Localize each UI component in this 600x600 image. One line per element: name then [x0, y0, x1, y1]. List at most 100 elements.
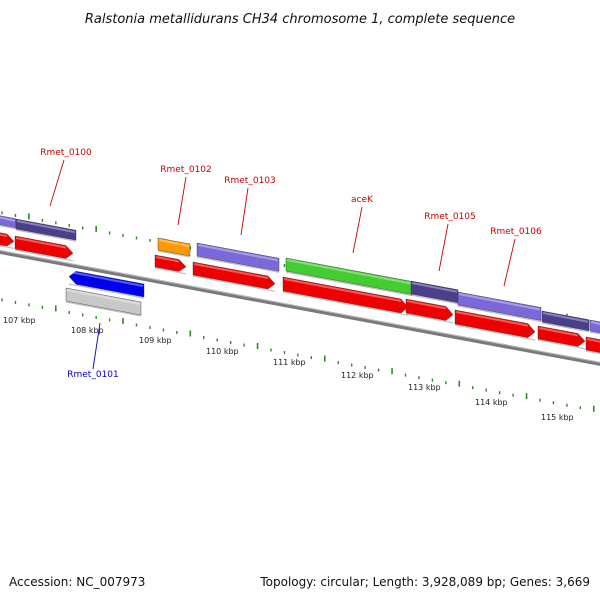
feature-red-4-shadow [192, 275, 276, 292]
feature-red-edge[interactable] [585, 336, 600, 355]
feature-rmet-0102[interactable] [157, 237, 191, 258]
feature-red-8[interactable] [537, 325, 586, 350]
track-line [0, 249, 600, 366]
feature-rmet-0101-body [68, 271, 145, 298]
scale-label: 107 kbp [3, 316, 36, 325]
scale-label: 109 kbp [139, 336, 172, 345]
feature-rmet-0100-sheen [16, 220, 76, 234]
gene-label-rmet-0102[interactable]: Rmet_0102 [160, 165, 212, 175]
feature-rmet-0105-upper-sheen [411, 282, 458, 293]
feature-forward-edge-shadow [589, 331, 600, 335]
feature-red-6-shadow [405, 313, 454, 324]
feature-red-2[interactable] [14, 235, 74, 262]
feature-rmet-0103-shadow [196, 256, 280, 273]
feature-red-7-body [454, 309, 536, 338]
feature-dark-small[interactable] [541, 310, 590, 333]
gene-label-rmet-0103[interactable]: Rmet_0103 [224, 176, 276, 186]
feature-red-4-body [192, 261, 276, 290]
feature-forward-edge-body [589, 319, 600, 334]
feature-rmet-0102-sheen [158, 239, 190, 247]
feature-red-6-body [405, 298, 454, 321]
feature-forward[interactable] [0, 215, 17, 230]
feature-red-edge-sheen [586, 338, 600, 343]
feature-red-7[interactable] [454, 309, 536, 341]
gene-label-rmet-0106[interactable]: Rmet_0106 [490, 227, 542, 237]
gene-label-rmet-0101[interactable]: Rmet_0101 [67, 370, 119, 380]
feature-red-6[interactable] [405, 298, 454, 324]
feature-rmet-0103-body [196, 242, 280, 272]
gene-labels: Rmet_0100 Rmet_0102 Rmet_0103 aceK Rmet_0105… [40, 148, 542, 380]
feature-red-2-body [14, 235, 74, 259]
gene-label-rmet-0102-leader [177, 176, 187, 226]
feature-red-4-sheen [193, 263, 269, 279]
feature-rmet-0105-upper-shadow [410, 294, 459, 305]
feature-red-edge-shadow [585, 350, 600, 355]
scale-labels: 107 kbp 108 kbp 109 kbp 110 kbp 111 kbp 112 k… [3, 316, 574, 422]
feature-forward-shadow [0, 225, 17, 230]
scale-label: 108 kbp [71, 326, 104, 335]
accession-text: Accession: NC_007973 [9, 575, 145, 589]
feature-rmet-0101-shadow [68, 283, 145, 299]
scale-label: 112 kbp [341, 371, 374, 380]
feature-rmet-0101-sheen [69, 271, 144, 287]
feature-forward-edge-sheen [590, 321, 600, 325]
feature-acek-sheen [286, 259, 412, 285]
feature-red-4[interactable] [192, 261, 276, 292]
feature-acek-shadow [285, 271, 413, 297]
gene-label-rmet-0106-leader [503, 238, 516, 287]
feature-rmet-0103[interactable] [196, 242, 280, 273]
feature-forward-sheen [0, 216, 16, 222]
feature-acek[interactable] [285, 257, 413, 297]
feature-red-3-body [154, 254, 187, 272]
feature-dark-small-shadow [541, 322, 590, 333]
feature-rmet-0105-upper[interactable] [410, 280, 459, 305]
feature-red-8-shadow [537, 339, 586, 350]
feature-rmet-0100-body [15, 218, 77, 241]
feature-red-7-shadow [454, 324, 536, 341]
track-highlight [0, 249, 600, 363]
feature-red-3[interactable] [154, 254, 187, 275]
feature-forward-edge[interactable] [589, 319, 600, 335]
chromosome-track [0, 249, 600, 366]
feature-rmet-0106-body [457, 291, 542, 321]
feature-rmet-0106-sheen [458, 293, 541, 311]
feature-red-5[interactable] [282, 276, 409, 316]
scale-label: 111 kbp [273, 358, 306, 367]
feature-red-8-sheen [538, 327, 579, 337]
gene-features [0, 215, 600, 355]
gene-label-rmet-0105[interactable]: Rmet_0105 [424, 212, 476, 222]
feature-red-1[interactable] [0, 232, 15, 249]
feature-red-6-sheen [406, 300, 447, 310]
gene-label-rmet-0100[interactable]: Rmet_0100 [40, 148, 92, 158]
feature-acek-body [285, 257, 413, 295]
feature-rmet-0102-shadow [157, 250, 191, 258]
feature-red-2-sheen [15, 237, 67, 249]
scale-label: 115 kbp [541, 413, 574, 422]
feature-rmet-0103-sheen [197, 244, 279, 262]
gene-label-rmet-0103-leader [240, 187, 249, 236]
map-title: Ralstonia metallidurans CH34 chromosome … [85, 12, 515, 27]
feature-red-3-shadow [154, 267, 187, 275]
feature-red-5-shadow [282, 291, 409, 316]
feature-rmet-0106[interactable] [457, 291, 542, 323]
feature-red-5-body [282, 276, 409, 314]
scale-label: 114 kbp [475, 398, 508, 407]
feature-rmet-0102-body [157, 237, 191, 257]
feature-red-3-sheen [155, 256, 180, 263]
feature-rmet-0100[interactable] [15, 218, 77, 242]
feature-gray[interactable] [65, 287, 142, 317]
feature-red-8-body [537, 325, 586, 347]
feature-rmet-0106-shadow [457, 305, 542, 323]
feature-dark-small-sheen [542, 312, 589, 323]
scale-label: 113 kbp [408, 383, 441, 392]
gene-label-acek[interactable]: aceK [351, 195, 374, 205]
feature-rmet-0101[interactable] [68, 271, 145, 299]
feature-gray-sheen [66, 289, 141, 305]
feature-red-1-sheen [0, 233, 8, 238]
feature-gray-shadow [65, 301, 142, 317]
feature-red-7-sheen [455, 311, 529, 327]
feature-red-edge-body [585, 336, 600, 353]
feature-red-1-shadow [0, 245, 15, 249]
topology-text: Topology: circular; Length: 3,928,089 bp… [259, 575, 590, 589]
